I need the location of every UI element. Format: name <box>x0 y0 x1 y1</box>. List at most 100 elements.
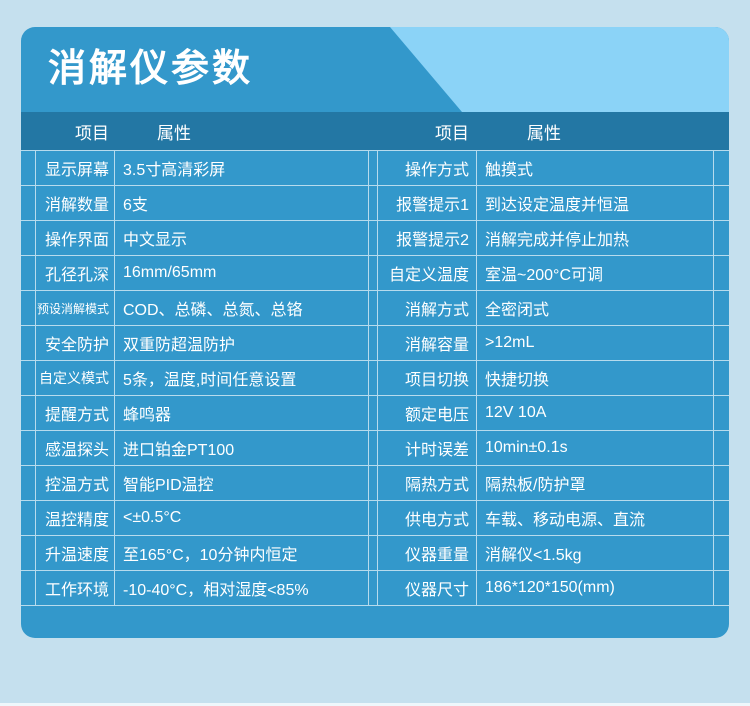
right-item-value: 室温~200°C可调 <box>477 256 714 290</box>
table-gap <box>369 326 377 360</box>
spacer <box>714 466 729 500</box>
left-item-value: 5条，温度,时间任意设置 <box>115 361 369 395</box>
table-row: 升温速度 至165°C，10分钟内恒定 仪器重量 消解仪<1.5kg <box>21 536 729 571</box>
column-header-band: 项目 属性 项目 属性 <box>21 112 729 150</box>
table-row: 消解数量 6支 报警提示1 到达设定温度并恒温 <box>21 186 729 221</box>
table-row: 自定义模式 5条，温度,时间任意设置 项目切换 快捷切换 <box>21 361 729 396</box>
left-item-label: 操作界面 <box>35 221 115 255</box>
right-item-value: 消解仪<1.5kg <box>477 536 714 570</box>
right-item-label: 消解容量 <box>377 326 477 360</box>
spacer <box>21 151 35 185</box>
table-gap <box>369 151 377 185</box>
spacer <box>714 361 729 395</box>
table-gap <box>369 256 377 290</box>
table-gap <box>369 396 377 430</box>
left-item-value: 16mm/65mm <box>115 256 369 290</box>
left-item-label: 升温速度 <box>35 536 115 570</box>
spacer <box>714 221 729 255</box>
right-item-label: 项目切换 <box>377 361 477 395</box>
spacer <box>714 501 729 535</box>
right-item-label: 仪器重量 <box>377 536 477 570</box>
right-item-label: 操作方式 <box>377 151 477 185</box>
spacer <box>714 186 729 220</box>
spacer <box>21 361 35 395</box>
table-row: 感温探头 进口铂金PT100 计时误差 10min±0.1s <box>21 431 729 466</box>
spacer <box>21 221 35 255</box>
left-item-value: <±0.5°C <box>115 501 369 535</box>
spec-card: 消解仪参数 项目 属性 项目 属性 显示屏幕 3.5寸高清彩屏 操作方式 触摸式 消解数… <box>21 27 729 638</box>
right-item-value: 12V 10A <box>477 396 714 430</box>
spacer <box>714 291 729 325</box>
right-item-label: 仪器尺寸 <box>377 571 477 605</box>
table-row: 工作环境 -10-40°C，相对湿度<85% 仪器尺寸 186*120*150(mm) <box>21 571 729 606</box>
spacer <box>714 112 729 150</box>
table-gap <box>369 501 377 535</box>
table-row: 提醒方式 蜂鸣器 额定电压 12V 10A <box>21 396 729 431</box>
table-gap <box>369 571 377 605</box>
right-item-value: 车载、移动电源、直流 <box>477 501 714 535</box>
left-item-label: 安全防护 <box>35 326 115 360</box>
right-item-label: 自定义温度 <box>377 256 477 290</box>
table-row: 温控精度 <±0.5°C 供电方式 车载、移动电源、直流 <box>21 501 729 536</box>
table-row: 控温方式 智能PID温控 隔热方式 隔热板/防护罩 <box>21 466 729 501</box>
right-item-value: 快捷切换 <box>477 361 714 395</box>
left-item-value: 3.5寸高清彩屏 <box>115 151 369 185</box>
page-title: 消解仪参数 <box>48 48 254 90</box>
left-item-value: 至165°C，10分钟内恒定 <box>115 536 369 570</box>
spacer <box>21 431 35 465</box>
left-item-label: 温控精度 <box>35 501 115 535</box>
spacer <box>21 186 35 220</box>
left-item-value: 智能PID温控 <box>115 466 369 500</box>
left-item-value: 中文显示 <box>115 221 369 255</box>
table-row: 预设消解模式 COD、总磷、总氮、总铬 消解方式 全密闭式 <box>21 291 729 326</box>
table-gap <box>369 361 377 395</box>
right-item-value: >12mL <box>477 326 714 360</box>
spacer <box>21 291 35 325</box>
right-item-label: 供电方式 <box>377 501 477 535</box>
page-bottom-strip <box>0 703 750 706</box>
right-item-value: 隔热板/防护罩 <box>477 466 714 500</box>
table-row: 安全防护 双重防超温防护 消解容量 >12mL <box>21 326 729 361</box>
right-item-value: 消解完成并停止加热 <box>477 221 714 255</box>
spec-table-body: 显示屏幕 3.5寸高清彩屏 操作方式 触摸式 消解数量 6支 报警提示1 到达设定温度并恒温操… <box>21 150 729 606</box>
right-item-value: 186*120*150(mm) <box>477 571 714 605</box>
table-gap <box>369 466 377 500</box>
table-row: 孔径孔深 16mm/65mm 自定义温度 室温~200°C可调 <box>21 256 729 291</box>
spacer <box>714 396 729 430</box>
right-item-value: 10min±0.1s <box>477 431 714 465</box>
left-item-label: 工作环境 <box>35 571 115 605</box>
left-item-value: 双重防超温防护 <box>115 326 369 360</box>
table-gap <box>369 291 377 325</box>
table-gap <box>369 536 377 570</box>
spacer <box>714 326 729 360</box>
right-attr-header: 属性 <box>527 123 561 143</box>
spacer <box>21 466 35 500</box>
spacer <box>714 256 729 290</box>
spacer <box>21 112 35 150</box>
left-item-value: 蜂鸣器 <box>115 396 369 430</box>
left-item-value: 6支 <box>115 186 369 220</box>
right-item-label: 消解方式 <box>377 291 477 325</box>
right-item-value: 全密闭式 <box>477 291 714 325</box>
spacer <box>21 571 35 605</box>
left-item-label: 孔径孔深 <box>35 256 115 290</box>
spacer <box>21 396 35 430</box>
table-gap <box>369 431 377 465</box>
left-item-label: 自定义模式 <box>35 361 115 395</box>
left-item-label: 显示屏幕 <box>35 151 115 185</box>
spacer <box>714 536 729 570</box>
table-row: 操作界面 中文显示 报警提示2 消解完成并停止加热 <box>21 221 729 256</box>
left-item-value: COD、总磷、总氮、总铬 <box>115 291 369 325</box>
right-item-value: 触摸式 <box>477 151 714 185</box>
left-item-label: 控温方式 <box>35 466 115 500</box>
left-item-label: 预设消解模式 <box>35 291 115 325</box>
right-item-value: 到达设定温度并恒温 <box>477 186 714 220</box>
right-item-label: 报警提示1 <box>377 186 477 220</box>
left-item-value: 进口铂金PT100 <box>115 431 369 465</box>
right-item-label: 报警提示2 <box>377 221 477 255</box>
table-gap <box>369 186 377 220</box>
left-attr-header: 属性 <box>157 123 191 143</box>
left-item-label: 感温探头 <box>35 431 115 465</box>
right-item-header: 项目 <box>435 123 469 143</box>
